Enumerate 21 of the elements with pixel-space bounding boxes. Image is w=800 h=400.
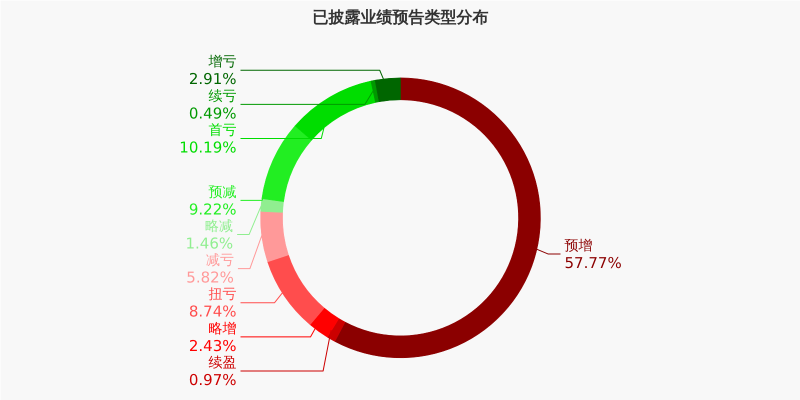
slice-label: 减亏 (206, 252, 234, 269)
slice-label: 增亏 (208, 54, 236, 70)
slice-label: 预减 (208, 184, 236, 200)
data-label: 0.97% (188, 370, 237, 389)
data-label: 2.43% (188, 336, 237, 355)
data-label: 2.91% (188, 70, 237, 88)
slice-label: 预增 (564, 238, 592, 254)
slice-label: 略增 (208, 320, 236, 337)
data-label: 9.22% (188, 200, 237, 218)
slice-label: 略减 (205, 218, 234, 234)
slice-label: 首亏 (208, 122, 236, 139)
data-label: 1.46% (185, 234, 234, 252)
chart-title: 已披露业绩预告类型分布 (312, 8, 488, 26)
data-label: 57.77% (564, 254, 622, 272)
slice-label: 续亏 (208, 88, 236, 104)
data-label: 8.74% (188, 302, 237, 321)
data-label: 0.49% (188, 104, 237, 122)
data-label: 5.82% (186, 268, 234, 287)
slice-label: 扭亏 (208, 286, 236, 303)
data-label: 10.19% (179, 138, 237, 157)
slice-label: 续盈 (208, 354, 236, 371)
